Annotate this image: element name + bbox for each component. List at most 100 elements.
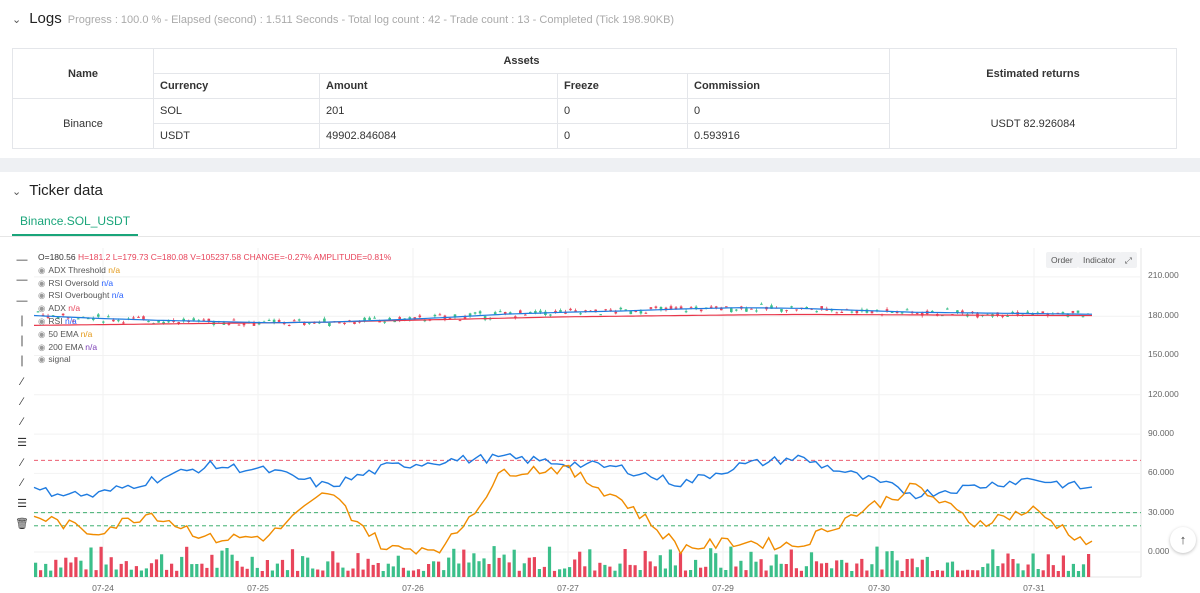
vertical-line-icon[interactable]: ∣ <box>19 314 25 327</box>
legend-value: n/a <box>64 315 77 326</box>
legend-item[interactable]: ◉ signal <box>38 353 391 366</box>
returns-header: Estimated returns <box>889 48 1177 99</box>
table-row: Binance SOL 201 0 0 USDT 82.926084 <box>12 98 1177 149</box>
change-value: CHANGE=-0.27% <box>243 252 312 262</box>
eye-icon[interactable]: ◉ <box>38 303 46 314</box>
ticker-header[interactable]: ⌄ Ticker data <box>12 182 103 199</box>
currency-header: Currency <box>153 73 320 99</box>
legend-item[interactable]: ◉ RSI Oversold n/a <box>38 277 391 290</box>
y-tick-label: 0.000 <box>1148 546 1170 556</box>
eye-icon[interactable]: ◉ <box>38 341 46 352</box>
logs-panel: ⌄ Logs Progress : 100.0 % - Elapsed (sec… <box>0 0 1200 158</box>
legend-value: n/a <box>108 264 121 275</box>
table-row: USDT 49902.846084 0 0.593916 <box>13 123 1177 149</box>
y-tick-label: 120.000 <box>1148 389 1179 399</box>
currency-cell: USDT <box>153 123 320 149</box>
legend-label: signal <box>48 354 71 365</box>
y-tick-label: 180.000 <box>1148 310 1179 320</box>
horizontal-line-icon[interactable]: — <box>16 254 28 266</box>
name-header: Name <box>12 48 154 99</box>
logs-header[interactable]: ⌄ Logs Progress : 100.0 % - Elapsed (sec… <box>12 10 674 27</box>
tab-binance-sol-usdt[interactable]: Binance.SOL_USDT <box>12 208 139 236</box>
legend-item[interactable]: ◉ ADX n/a <box>38 302 391 315</box>
eye-icon[interactable]: ◉ <box>38 315 46 326</box>
x-tick-label: 07-25 <box>247 583 269 593</box>
vertical-ray-icon[interactable]: ∣ <box>19 355 25 368</box>
amount-header: Amount <box>319 73 558 99</box>
drawing-toolbar: — — — ∣ ∣ ∣ ∕ ∕ ∕ ☰ ∕ ∕ ☰ 🗑 <box>12 250 32 534</box>
x-tick-label: 07-29 <box>712 583 734 593</box>
chevron-down-icon[interactable]: ⌄ <box>12 14 22 26</box>
fib-channel-icon[interactable]: ∕ <box>21 477 23 490</box>
close-value: C=180.08 <box>150 252 188 262</box>
y-tick-label: 210.000 <box>1148 270 1179 280</box>
currency-cell: SOL <box>153 98 320 124</box>
legend-value: n/a <box>85 341 98 352</box>
eye-icon[interactable]: ◉ <box>38 277 46 288</box>
y-tick-label: 150.000 <box>1148 349 1179 359</box>
legend-label: RSI Overbought <box>48 290 110 301</box>
scroll-to-top-icon[interactable]: ↑ <box>1170 527 1196 553</box>
legend-item[interactable]: ◉ ADX Threshold n/a <box>38 264 391 277</box>
horizontal-ray-icon[interactable]: — <box>16 274 28 287</box>
x-tick-label: 07-31 <box>1023 583 1045 593</box>
x-tick-label: 07-27 <box>557 583 579 593</box>
y-tick-label: 30.000 <box>1148 507 1174 517</box>
legend-item[interactable]: ◉ RSI n/a <box>38 315 391 328</box>
low-value: L=179.73 <box>112 252 149 262</box>
amount-cell: 201 <box>319 98 558 124</box>
parallel-channel-icon[interactable]: ∕ <box>21 456 23 469</box>
commission-cell: 0.593916 <box>687 123 890 149</box>
legend-label: ADX Threshold <box>48 264 106 275</box>
legend-label: 200 EMA <box>48 341 83 352</box>
legend-value: n/a <box>111 290 124 301</box>
legend-label: RSI Oversold <box>48 277 99 288</box>
trend-line-icon[interactable]: ∕ <box>21 375 23 388</box>
y-tick-label: 60.000 <box>1148 467 1174 477</box>
eye-icon[interactable]: ◉ <box>38 290 46 301</box>
freeze-header: Freeze <box>557 73 688 99</box>
eye-icon[interactable]: ◉ <box>38 328 46 339</box>
chart-legend: O=180.56 H=181.2 L=179.73 C=180.08 V=105… <box>38 251 391 366</box>
amplitude-value: AMPLITUDE=0.81% <box>313 252 392 262</box>
vertical-segment-icon[interactable]: ∣ <box>19 335 25 348</box>
volume-value: V=105237.58 <box>190 252 242 262</box>
legend-value: n/a <box>68 303 81 314</box>
assets-table: Name Assets Estimated returns Currency A… <box>12 48 1177 149</box>
eye-icon[interactable]: ◉ <box>38 354 46 365</box>
x-tick-label: 07-24 <box>92 583 114 593</box>
legend-label: 50 EMA <box>48 328 79 339</box>
legend-item[interactable]: ◉ 50 EMA n/a <box>38 328 391 341</box>
legend-item[interactable]: ◉ RSI Overbought n/a <box>38 289 391 302</box>
commission-header: Commission <box>687 73 890 99</box>
segment-line-icon[interactable]: ∕ <box>21 416 23 429</box>
fibonacci-icon[interactable]: ☰ <box>17 497 27 510</box>
order-button[interactable]: Order <box>1046 252 1078 268</box>
chevron-down-icon[interactable]: ⌄ <box>12 186 22 198</box>
logs-meta: Progress : 100.0 % - Elapsed (second) : … <box>67 14 675 26</box>
ray-line-icon[interactable]: ∕ <box>21 396 23 409</box>
x-tick-label: 07-26 <box>402 583 424 593</box>
extended-line-icon[interactable]: — <box>16 294 28 307</box>
fullscreen-icon[interactable]: ⤢ <box>1120 252 1137 268</box>
ohlc-readout: O=180.56 H=181.2 L=179.73 C=180.08 V=105… <box>38 251 391 264</box>
indicator-button[interactable]: Indicator <box>1078 252 1121 268</box>
legend-label: RSI <box>48 315 63 326</box>
logs-title: Logs <box>29 10 62 27</box>
eye-icon[interactable]: ◉ <box>38 264 46 275</box>
high-value: H=181.2 <box>77 252 111 262</box>
y-tick-label: 90.000 <box>1148 428 1174 438</box>
freeze-cell: 0 <box>557 123 688 149</box>
exchange-cell: Binance <box>12 98 154 149</box>
legend-item[interactable]: ◉ 200 EMA n/a <box>38 341 391 354</box>
legend-value: n/a <box>101 277 114 288</box>
x-tick-label: 07-30 <box>868 583 890 593</box>
returns-cell: USDT 82.926084 <box>889 98 1177 149</box>
open-value: O=180.56 <box>38 252 76 262</box>
ticker-title: Ticker data <box>29 182 103 199</box>
tab-divider <box>0 236 1200 237</box>
price-line-icon[interactable]: ☰ <box>17 436 27 449</box>
trash-icon[interactable]: 🗑 <box>15 517 29 530</box>
amount-cell: 49902.846084 <box>319 123 558 149</box>
assets-header: Assets <box>153 48 890 74</box>
